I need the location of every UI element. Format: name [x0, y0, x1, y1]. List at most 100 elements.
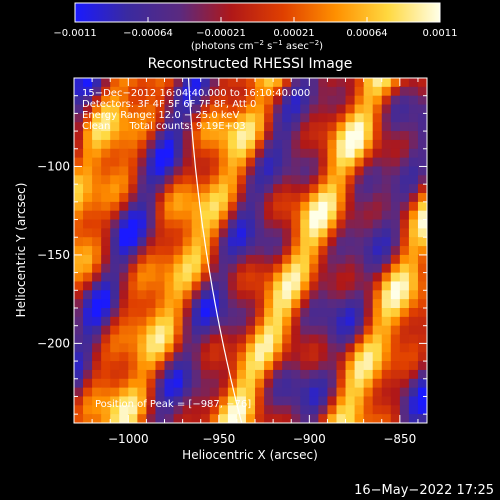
heatmap-cell [354, 95, 365, 106]
heatmap-cell [92, 113, 102, 123]
heatmap-cell [390, 378, 401, 389]
heatmap-cell [128, 281, 138, 291]
heatmap-cell [372, 369, 383, 380]
y-tick-label: −200 [37, 336, 70, 350]
heatmap-cell [282, 166, 292, 176]
heatmap-cell [191, 219, 202, 229]
heatmap-cell [209, 246, 220, 256]
heatmap-cell [399, 299, 410, 309]
heatmap-cell [291, 148, 301, 159]
x-tick-labels: −1000 −950 −900 −850 [108, 432, 416, 446]
heatmap-cell [336, 387, 347, 398]
heatmap-cell [155, 148, 166, 159]
heatmap-cell [119, 166, 129, 176]
heatmap-cell [191, 290, 202, 300]
heatmap-cell [327, 308, 338, 318]
heatmap-cell [300, 254, 310, 265]
heatmap-cell [309, 86, 319, 97]
heatmap-cell [101, 308, 111, 318]
heatmap-cell [264, 352, 274, 362]
heatmap-cell [390, 201, 401, 212]
heatmap-cell [381, 263, 392, 274]
heatmap-cell [372, 343, 383, 353]
heatmap-cell [200, 281, 211, 291]
heatmap-cell [182, 193, 193, 203]
heatmap-cell [345, 237, 356, 247]
heatmap-cell [255, 281, 265, 291]
heatmap-cell [255, 343, 265, 353]
heatmap-cell [164, 387, 175, 398]
heatmap-cell [137, 299, 148, 309]
heatmap-cell [119, 414, 129, 423]
heatmap-cell [300, 228, 310, 238]
colorbar-tick-label: −0.00064 [123, 28, 173, 39]
heatmap-cell [155, 166, 166, 176]
heatmap-cell [264, 334, 274, 344]
heatmap-cell [182, 175, 193, 185]
heatmap-cell [92, 281, 102, 291]
heatmap-cell [363, 157, 374, 168]
heatmap-cell [273, 219, 283, 229]
heatmap-cell [218, 157, 229, 168]
heatmap-cell [345, 361, 356, 371]
heatmap-cell [336, 263, 347, 274]
heatmap-cell [83, 210, 93, 221]
annotation-detectors: Detectors: 3F 4F 5F 6F 7F 8F, Att 0 [82, 99, 256, 110]
heatmap-cell [227, 281, 238, 291]
heatmap-cell [318, 201, 329, 212]
heatmap-cell [83, 148, 93, 159]
heatmap-cell [155, 246, 166, 256]
heatmap-cell [390, 113, 401, 123]
heatmap-cell [74, 254, 84, 265]
heatmap-cell [264, 228, 274, 238]
heatmap-cell [381, 316, 392, 327]
heatmap-cell [245, 157, 256, 168]
heatmap-cell [309, 166, 319, 176]
heatmap-cell [318, 228, 329, 238]
heatmap-cell [146, 405, 157, 415]
heatmap-cell [255, 228, 265, 238]
heatmap-cell [264, 210, 274, 221]
heatmap-cell [318, 308, 329, 318]
heatmap-cell [182, 210, 193, 221]
heatmap-cell [345, 219, 356, 229]
heatmap-cell [164, 228, 175, 238]
heatmap-cell [155, 219, 166, 229]
heatmap-cell [209, 78, 220, 88]
heatmap-cell [110, 387, 120, 398]
heatmap-cell [137, 86, 148, 97]
heatmap-cell [110, 166, 120, 176]
heatmap-cell [264, 361, 274, 371]
heatmap-cell [345, 104, 356, 114]
heatmap-cell [101, 343, 111, 353]
heatmap-cell [300, 263, 310, 274]
heatmap-cell [336, 166, 347, 176]
heatmap-cell [200, 290, 211, 300]
heatmap-cell [300, 378, 310, 389]
heatmap-cell [345, 272, 356, 283]
heatmap-cell [417, 78, 427, 88]
heatmap-cell [372, 166, 383, 176]
heatmap-cell [128, 86, 138, 97]
heatmap-cell [264, 290, 274, 300]
heatmap-cell [309, 237, 319, 247]
heatmap-cell [399, 237, 410, 247]
heatmap-cell [372, 148, 383, 159]
heatmap-cell [92, 86, 102, 97]
heatmap-cell [119, 122, 129, 132]
heatmap-cell [173, 193, 184, 203]
plot-frame [73, 77, 428, 424]
heatmap-cell [318, 237, 329, 247]
heatmap-cell [119, 387, 129, 398]
heatmap-cell [119, 228, 129, 238]
heatmap-cell [336, 113, 347, 123]
heatmap-cell [318, 378, 329, 389]
heatmap-cell [336, 405, 347, 415]
heatmap-cell [372, 219, 383, 229]
heatmap-cell [155, 334, 166, 344]
heatmap-cell [300, 325, 310, 336]
heatmap-cell [200, 86, 211, 97]
heatmap-cell [209, 219, 220, 229]
heatmap-cell [282, 113, 292, 123]
heatmap-cell [164, 78, 175, 88]
